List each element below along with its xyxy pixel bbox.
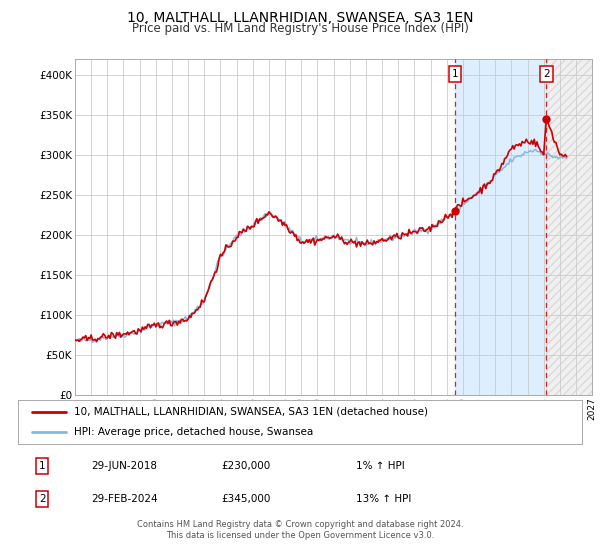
Text: £230,000: £230,000 — [221, 461, 270, 470]
Text: 2: 2 — [543, 69, 550, 79]
Text: 1% ↑ HPI: 1% ↑ HPI — [356, 461, 405, 470]
Text: 13% ↑ HPI: 13% ↑ HPI — [356, 494, 412, 503]
Bar — [455, 59, 547, 395]
Text: HPI: Average price, detached house, Swansea: HPI: Average price, detached house, Swan… — [74, 427, 314, 437]
Text: Price paid vs. HM Land Registry's House Price Index (HPI): Price paid vs. HM Land Registry's House … — [131, 22, 469, 35]
Text: Contains HM Land Registry data © Crown copyright and database right 2024.
This d: Contains HM Land Registry data © Crown c… — [137, 520, 463, 540]
Text: 29-FEB-2024: 29-FEB-2024 — [91, 494, 158, 503]
Text: 1: 1 — [452, 69, 458, 79]
Text: 2: 2 — [39, 494, 46, 503]
Text: 10, MALTHALL, LLANRHIDIAN, SWANSEA, SA3 1EN: 10, MALTHALL, LLANRHIDIAN, SWANSEA, SA3 … — [127, 11, 473, 25]
Bar — [547, 59, 592, 395]
Text: 10, MALTHALL, LLANRHIDIAN, SWANSEA, SA3 1EN (detached house): 10, MALTHALL, LLANRHIDIAN, SWANSEA, SA3 … — [74, 407, 428, 417]
Text: £345,000: £345,000 — [221, 494, 271, 503]
Text: 29-JUN-2018: 29-JUN-2018 — [91, 461, 157, 470]
Text: 1: 1 — [39, 461, 46, 470]
